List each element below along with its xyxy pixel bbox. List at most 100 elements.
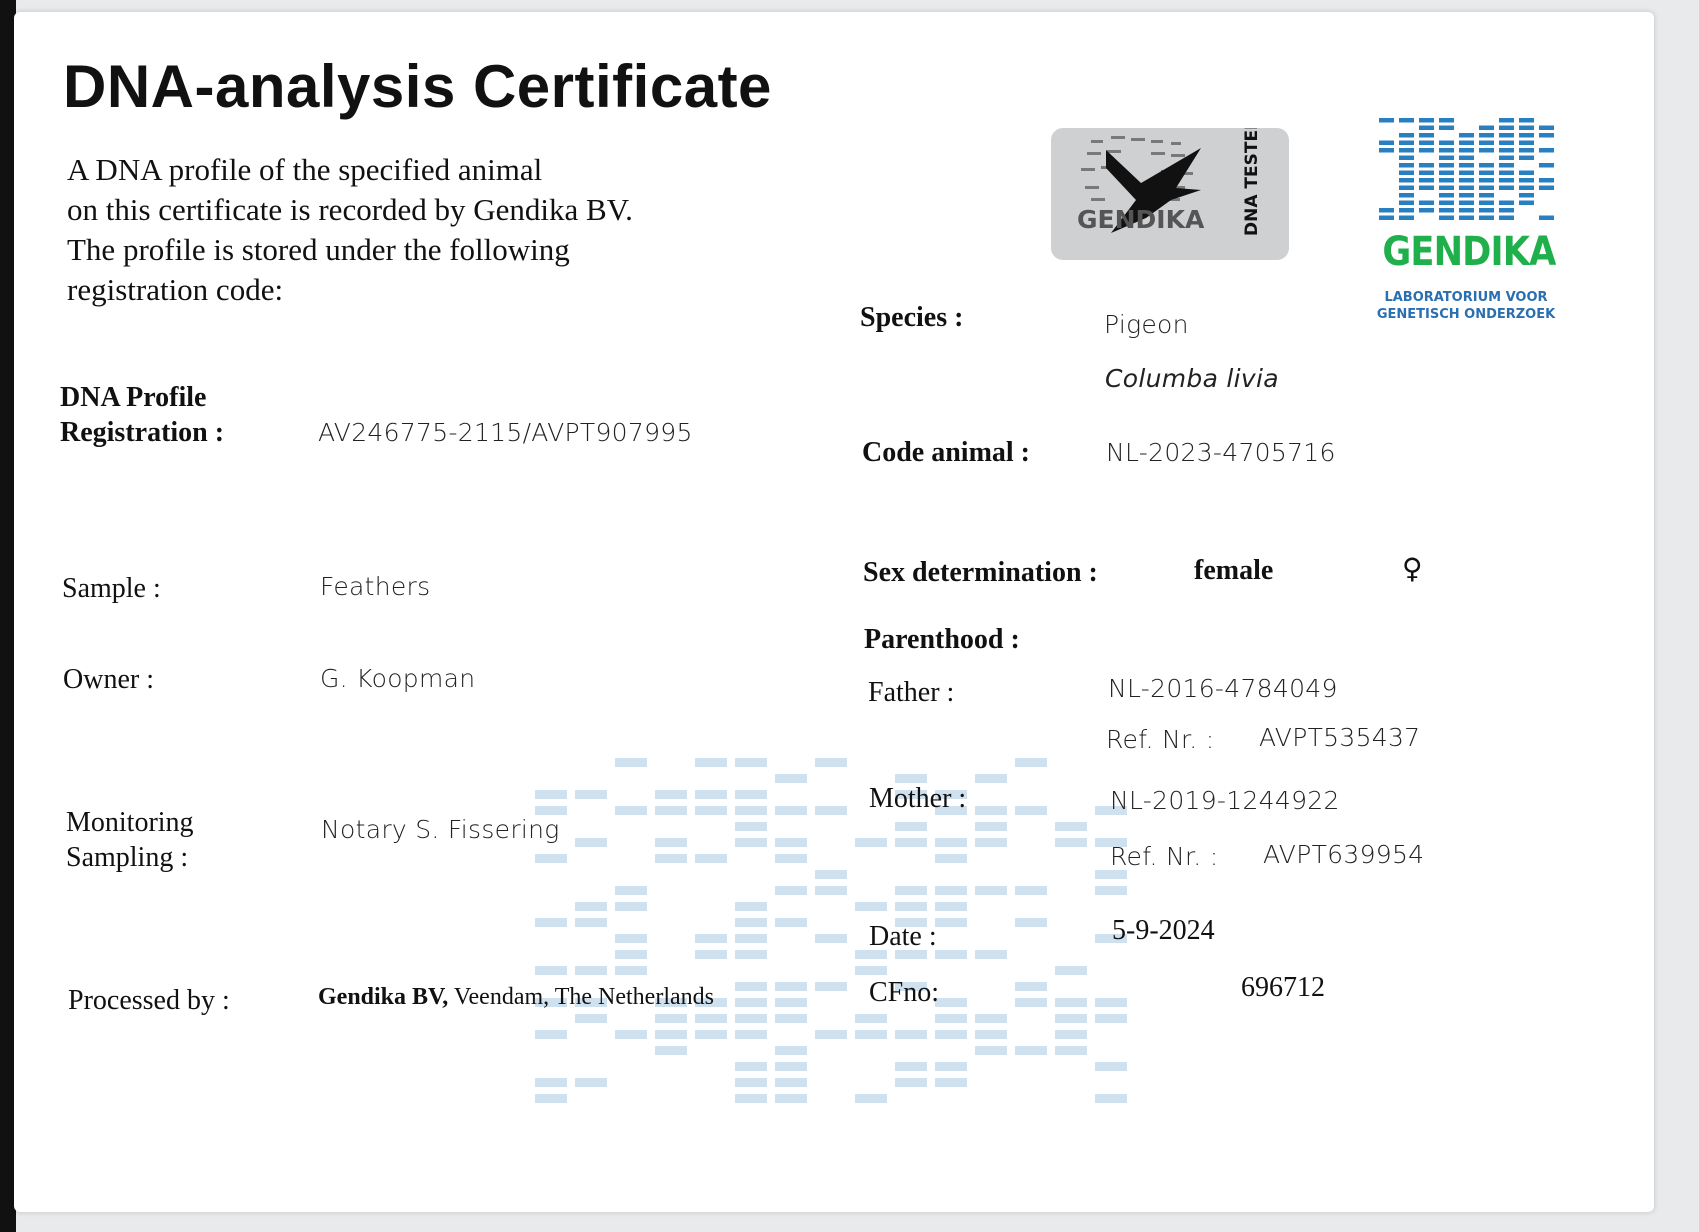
watermark-bar	[735, 1078, 767, 1087]
watermark-bar	[735, 902, 767, 911]
watermark-bar	[975, 1046, 1007, 1055]
logo-bar	[1379, 118, 1394, 123]
logo-bar	[1399, 178, 1414, 183]
logo-bar	[1479, 185, 1494, 190]
logo-bar	[1479, 148, 1494, 153]
watermark-bar	[735, 982, 767, 991]
watermark-bar	[535, 998, 567, 1007]
watermark-bar	[855, 838, 887, 847]
page-title: DNA-analysis Certificate	[63, 53, 772, 120]
watermark-bar	[655, 1046, 687, 1055]
watermark-bar	[695, 950, 727, 959]
registration-value: AV246775-2115/AVPT907995	[318, 418, 693, 447]
logo-bar	[1519, 155, 1534, 160]
watermark-bar	[775, 806, 807, 815]
logo-bar	[1419, 178, 1434, 183]
watermark-bar	[735, 1062, 767, 1071]
watermark-bar	[895, 822, 927, 831]
logo-bar	[1399, 185, 1414, 190]
watermark-bar	[695, 854, 727, 863]
logo-bar	[1479, 125, 1494, 130]
watermark-bar	[1015, 758, 1047, 767]
watermark-bar	[535, 966, 567, 975]
intro-line: The profile is stored under the followin…	[67, 232, 570, 267]
watermark-bar	[575, 998, 607, 1007]
logo-bar	[1419, 133, 1434, 138]
watermark-bar	[1015, 886, 1047, 895]
watermark-bar	[1015, 1046, 1047, 1055]
watermark-bar	[735, 822, 767, 831]
watermark-bar	[735, 934, 767, 943]
logo-bar	[1399, 155, 1414, 160]
watermark-bar	[1095, 998, 1127, 1007]
watermark-bar	[895, 950, 927, 959]
watermark-bar	[935, 806, 967, 815]
father-ref-value: AVPT535437	[1259, 723, 1421, 752]
watermark-bar	[775, 838, 807, 847]
owner-label: Owner :	[63, 664, 154, 695]
logo-bar	[1379, 140, 1394, 145]
watermark-bar	[535, 918, 567, 927]
watermark-bar	[575, 1014, 607, 1023]
watermark-bar	[735, 806, 767, 815]
father-ref-label: Ref. Nr. :	[1106, 725, 1215, 754]
logo-bar	[1539, 125, 1554, 130]
sample-label: Sample :	[62, 573, 161, 604]
watermark-bar	[775, 774, 807, 783]
watermark-bar	[935, 1014, 967, 1023]
logo-bar	[1539, 185, 1554, 190]
pigeon-silhouette-icon: GENDIKA DNA TESTED	[1077, 128, 1262, 236]
watermark-bar	[1015, 806, 1047, 815]
watermark-bar	[575, 790, 607, 799]
logo-bar	[1459, 155, 1474, 160]
watermark-bar	[655, 1030, 687, 1039]
logo-bar	[1439, 170, 1454, 175]
logo-bar	[1459, 185, 1474, 190]
watermark-bar	[935, 838, 967, 847]
watermark-bar	[1015, 982, 1047, 991]
watermark-bar	[1095, 806, 1127, 815]
logo-bar	[1419, 185, 1434, 190]
watermark-bar	[895, 774, 927, 783]
logo-bar	[1459, 208, 1474, 213]
logo-bar	[1399, 118, 1414, 123]
logo-bar	[1479, 193, 1494, 198]
watermark-bar	[895, 1062, 927, 1071]
logo-bar	[1399, 140, 1414, 145]
species-latin: Columba livia	[1105, 364, 1279, 393]
logo-bar	[1499, 215, 1514, 220]
logo-bar	[1479, 178, 1494, 183]
watermark-bar	[695, 998, 727, 1007]
watermark-bar	[1055, 1014, 1087, 1023]
logo-bar	[1399, 133, 1414, 138]
watermark-bar	[775, 1046, 807, 1055]
watermark-bar	[815, 886, 847, 895]
logo-bar	[1419, 208, 1434, 213]
watermark-bar	[935, 886, 967, 895]
logo-bar	[1499, 170, 1514, 175]
watermark-bar	[535, 806, 567, 815]
processed-label: Processed by :	[68, 985, 230, 1016]
mother-label: Mother :	[869, 783, 967, 814]
logo-bar	[1499, 163, 1514, 168]
logo-bar	[1419, 200, 1434, 205]
logo-bar	[1499, 208, 1514, 213]
watermark-bar	[535, 1030, 567, 1039]
watermark-bar	[855, 950, 887, 959]
date-value: 5-9-2024	[1112, 915, 1215, 946]
watermark-bar	[655, 790, 687, 799]
logo-bar	[1419, 163, 1434, 168]
watermark-bar	[1055, 966, 1087, 975]
logo-bar	[1399, 193, 1414, 198]
logo-bar	[1499, 200, 1514, 205]
watermark-bar	[735, 790, 767, 799]
logo-bar	[1499, 133, 1514, 138]
watermark-bar	[975, 838, 1007, 847]
watermark-bar	[855, 966, 887, 975]
logo-bar	[1539, 133, 1554, 138]
watermark-bar	[935, 918, 967, 927]
logo-bar	[1459, 193, 1474, 198]
logo-bar	[1459, 140, 1474, 145]
watermark-bar	[775, 854, 807, 863]
svg-text:DNA TESTED: DNA TESTED	[1242, 128, 1262, 236]
